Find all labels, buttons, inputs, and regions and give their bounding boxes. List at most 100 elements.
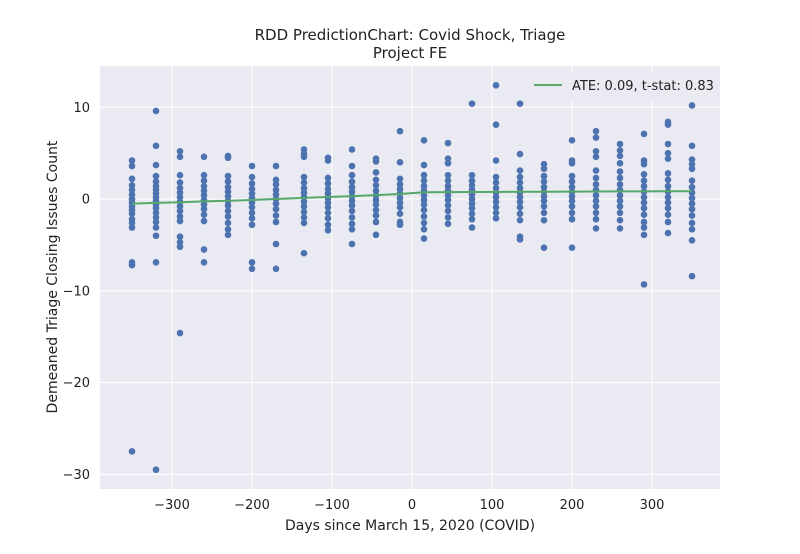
data-point [616,209,624,217]
data-point [468,204,476,212]
data-point [300,219,308,227]
x-tick-label: 300 [640,498,665,513]
data-point [248,185,256,193]
data-point [176,171,184,179]
data-point [640,211,648,218]
data-point [492,204,500,211]
data-point [516,173,524,181]
x-tick-label: 200 [560,498,585,513]
data-point [420,196,428,204]
data-point [372,201,380,208]
fit-line [131,190,693,205]
data-point [300,146,308,153]
data-point [176,193,184,201]
data-point [300,179,308,186]
data-point [152,178,160,185]
data-point [540,178,548,185]
data-point [176,203,184,210]
data-point [176,243,184,251]
data-point [128,191,136,198]
data-point [444,196,452,204]
data-point [348,171,356,179]
data-point [492,198,500,206]
data-point [200,217,208,225]
data-point [152,259,160,266]
data-point [492,81,500,89]
data-point [396,210,404,218]
y-tick-label: −20 [63,376,90,391]
data-point [420,201,428,208]
data-point [516,204,524,211]
data-point [348,220,356,228]
data-point [152,204,160,212]
x-axis-label: Days since March 15, 2020 (COVID) [285,518,535,534]
data-point [152,172,160,180]
data-point [568,183,576,191]
data-point [640,231,648,239]
data-point [640,224,648,231]
data-point [248,199,256,207]
data-point [516,167,524,174]
data-point [568,172,576,180]
data-point [616,197,624,205]
data-point [324,185,332,193]
data-point [640,281,648,288]
data-point [468,171,476,179]
data-point [176,179,184,186]
data-point [200,171,208,179]
data-point [616,181,624,188]
data-point [640,218,648,226]
data-point [396,194,404,202]
data-point [248,204,256,211]
data-point [224,178,232,185]
data-point [420,226,428,233]
data-point [420,161,428,169]
data-point [300,249,308,257]
data-point [128,261,136,269]
data-point [372,187,380,195]
y-axis-label: Demeaned Triage Closing Issues Count [45,140,61,413]
legend-label: ATE: 0.09, t-stat: 0.83 [572,79,714,94]
data-point [616,225,624,232]
data-point [272,265,280,273]
data-point [688,183,696,191]
data-point [324,209,332,217]
data-point [348,188,356,196]
data-point [224,226,232,233]
data-point [200,201,208,208]
data-point [568,159,576,167]
data-point [420,182,428,190]
data-point [224,154,232,162]
data-point [200,211,208,218]
data-point [444,177,452,184]
data-point [688,177,696,184]
data-point [516,236,524,243]
data-point [664,218,672,226]
data-point [200,205,208,213]
chart-title: RDD PredictionChart: Covid Shock, Triage [255,26,566,44]
data-point [468,215,476,223]
data-point [664,176,672,184]
data-point [324,190,332,197]
data-point [420,219,428,227]
data-point [248,173,256,181]
data-point [640,177,648,184]
data-point [444,207,452,215]
data-point [664,182,672,190]
data-point [176,148,184,155]
data-point [468,210,476,218]
data-point [176,189,184,196]
data-point [540,203,548,210]
data-point [272,212,280,219]
data-point [248,162,256,170]
data-point [348,226,356,233]
data-point [248,215,256,222]
x-tick-label: −200 [234,498,270,513]
data-point [300,214,308,221]
data-point [324,174,332,182]
data-point [200,259,208,266]
data-point [540,244,548,251]
data-point [396,204,404,211]
data-point [224,188,232,196]
data-point [420,137,428,144]
